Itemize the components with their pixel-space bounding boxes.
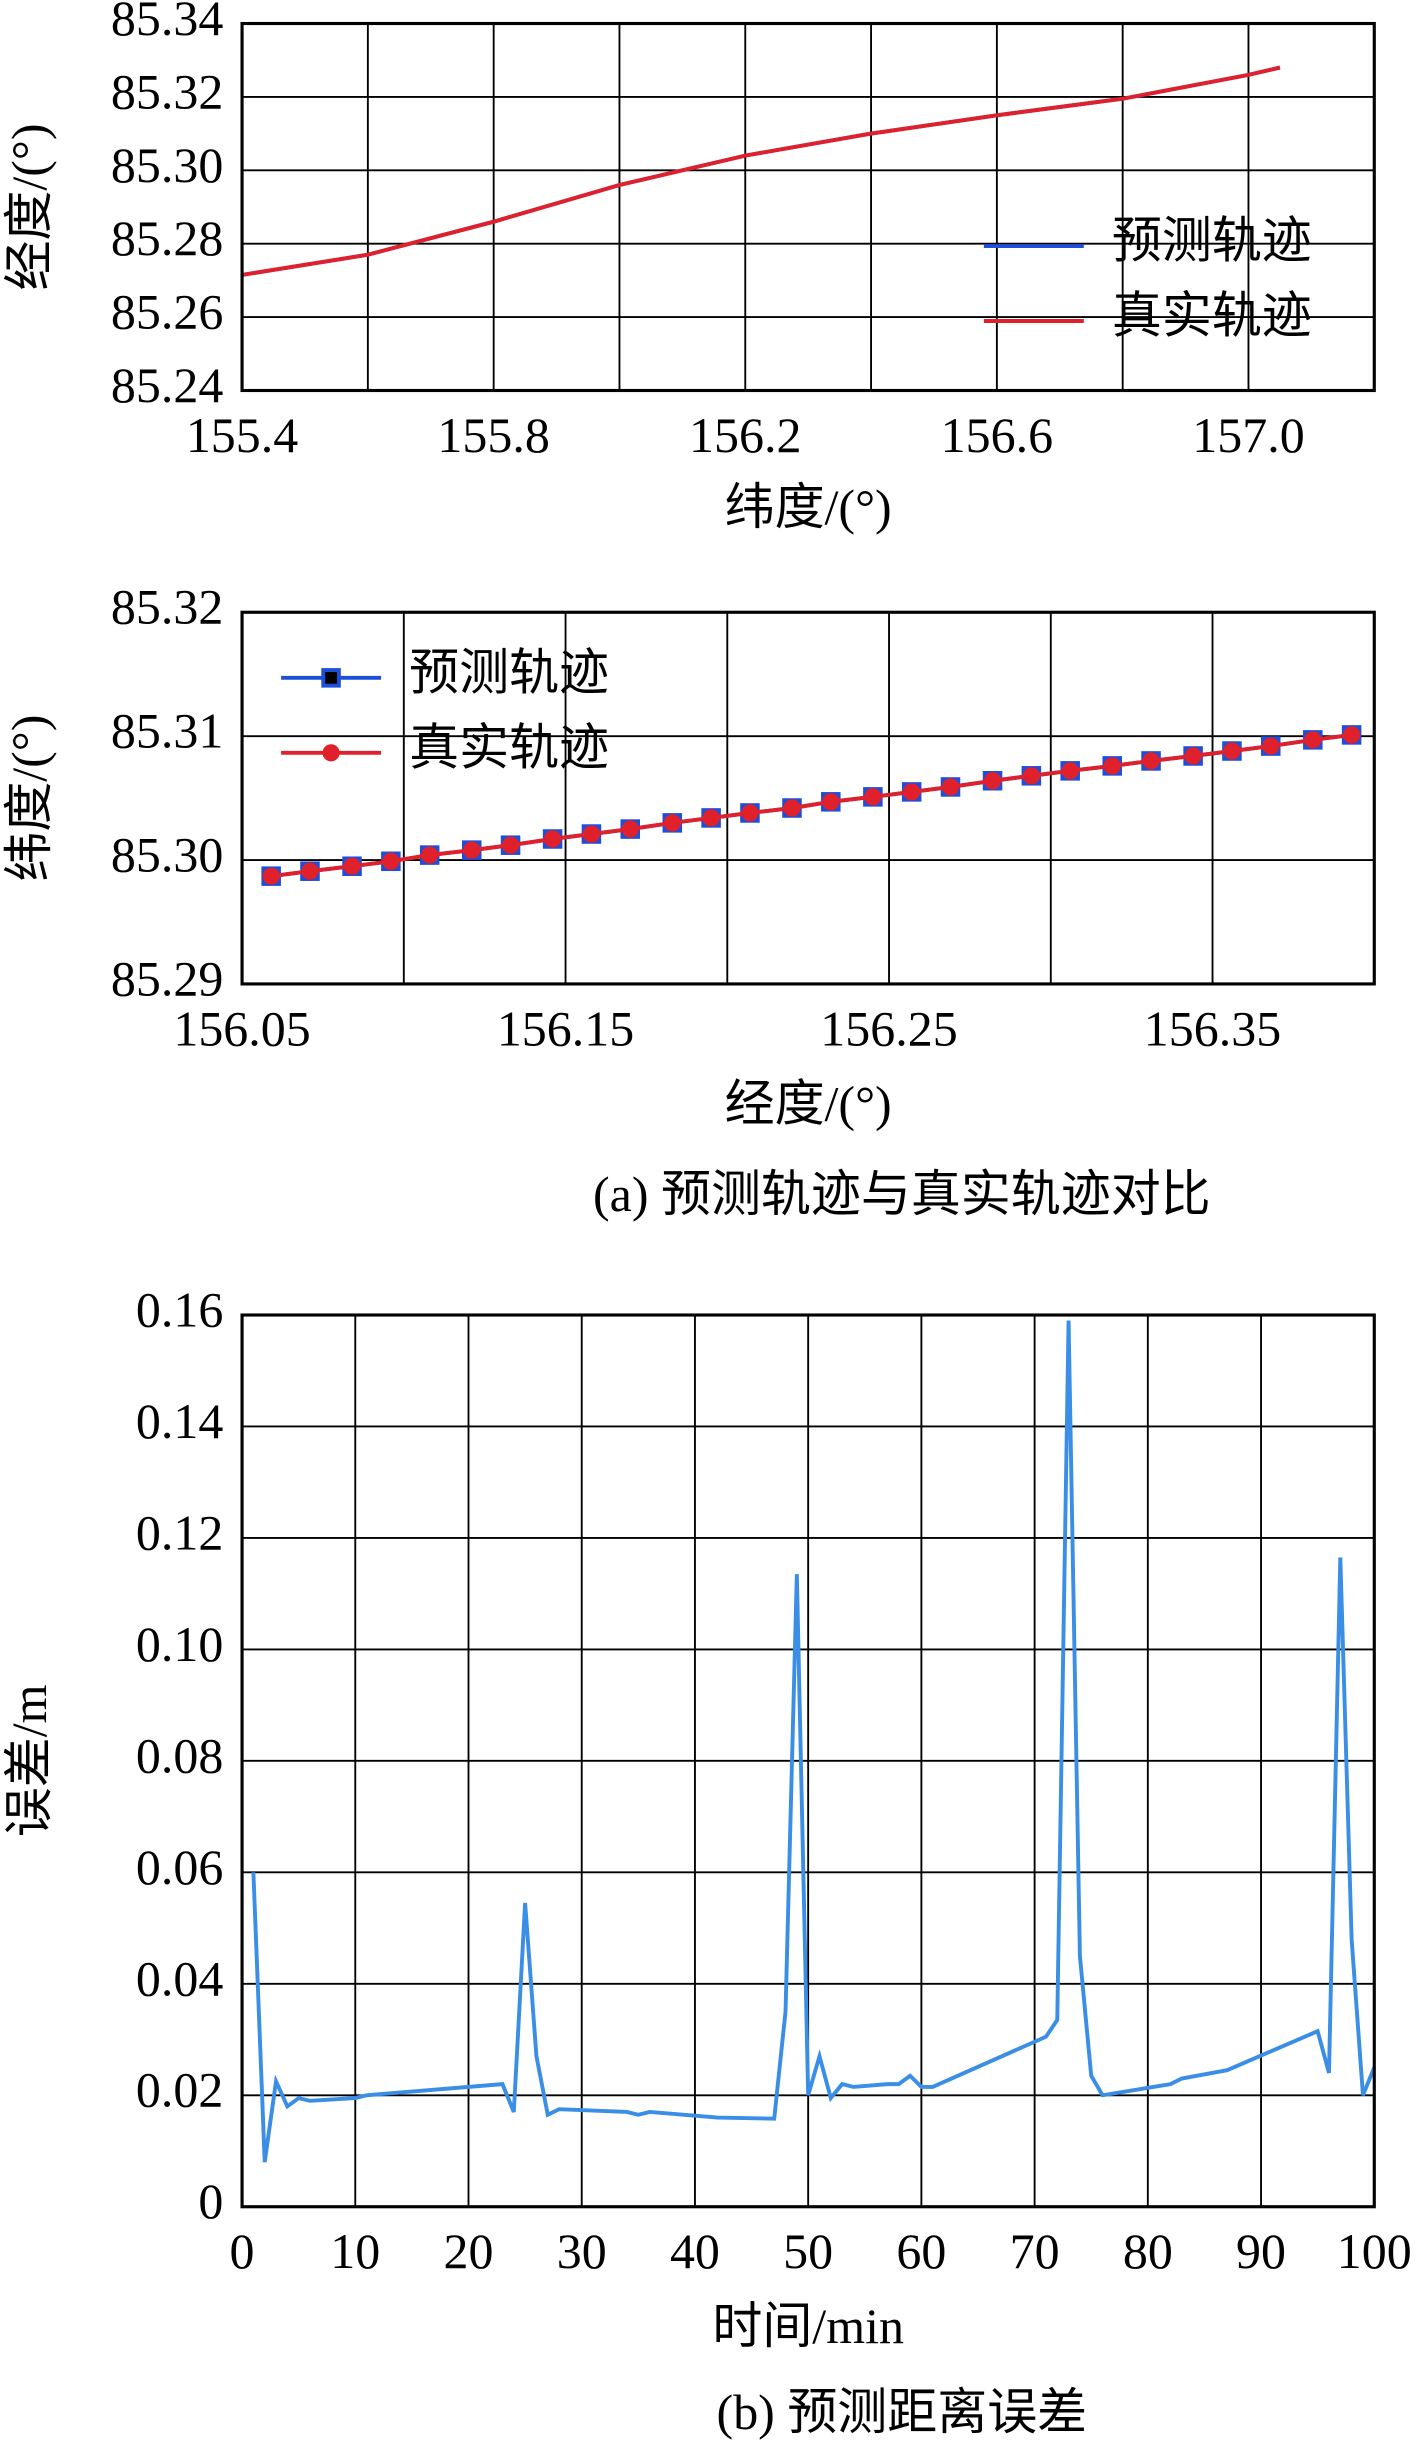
y-tick-label: 85.30 [111, 827, 223, 883]
x-tick-label: 155.4 [186, 407, 298, 463]
marker [1142, 752, 1160, 770]
plot-frame [240, 21, 1376, 393]
x-tick-label: 155.8 [437, 407, 549, 463]
series-line [270, 732, 1352, 879]
marker [343, 857, 361, 875]
marker [501, 836, 520, 854]
y-tick-label: 0.02 [136, 2062, 223, 2118]
x-axis-label: 时间/min [712, 2298, 904, 2354]
x-tick-label: 156.15 [497, 1000, 634, 1056]
x-tick-label: 30 [557, 2223, 607, 2279]
marker [1061, 762, 1079, 780]
plot-frame [240, 610, 1376, 986]
caption: (a) 预测轨迹与真实轨迹对比 [593, 1166, 1211, 1222]
x-tick-label: 60 [896, 2223, 946, 2279]
marker [903, 783, 921, 801]
y-tick-label: 0.06 [136, 1839, 223, 1895]
legend-label: 真实轨迹 [1112, 287, 1312, 343]
y-tick-label: 0.12 [136, 1504, 223, 1560]
marker [582, 825, 601, 843]
marker [941, 778, 960, 796]
y-tick-label: 85.32 [111, 579, 223, 635]
y-axis-label: 误差/m [1, 1684, 57, 1837]
marker [663, 814, 681, 832]
x-tick-label: 40 [670, 2223, 720, 2279]
marker [262, 867, 280, 885]
marker [783, 799, 801, 817]
x-axis-label: 纬度/(°) [725, 479, 892, 535]
marker [983, 772, 1002, 790]
marker [741, 804, 759, 822]
x-tick-label: 156.2 [689, 407, 801, 463]
x-tick-label: 0 [230, 2223, 255, 2279]
x-tick-label: 156.05 [173, 1000, 310, 1056]
y-tick-label: 85.24 [111, 357, 223, 413]
x-tick-label: 70 [1010, 2223, 1060, 2279]
y-tick-label: 85.26 [111, 284, 223, 340]
y-tick-label: 0.16 [136, 1281, 223, 1337]
x-tick-label: 90 [1236, 2223, 1286, 2279]
marker [1103, 757, 1121, 775]
y-tick-label: 0.10 [136, 1616, 223, 1672]
y-tick-label: 85.31 [111, 703, 223, 759]
y-axis-label: 经度/(°) [1, 123, 57, 290]
marker [1022, 767, 1040, 785]
x-tick-label: 100 [1337, 2223, 1412, 2279]
y-tick-label: 85.30 [111, 137, 223, 193]
y-axis-label: 纬度/(°) [1, 715, 57, 882]
x-tick-label: 80 [1123, 2223, 1173, 2279]
marker [822, 793, 840, 811]
y-tick-label: 0.04 [136, 1950, 223, 2006]
y-tick-label: 0.08 [136, 1727, 223, 1783]
marker [544, 830, 562, 848]
plot-frame [240, 1313, 1376, 2209]
x-tick-label: 157.0 [1192, 407, 1304, 463]
marker [1304, 731, 1322, 749]
y-tick-label: 0 [198, 2173, 223, 2229]
x-tick-label: 156.25 [820, 1000, 957, 1056]
y-tick-label: 0.14 [136, 1393, 223, 1449]
marker [1223, 742, 1241, 760]
x-tick-label: 20 [444, 2223, 494, 2279]
y-tick-label: 85.29 [111, 950, 223, 1006]
y-tick-label: 85.28 [111, 210, 223, 266]
marker [1262, 737, 1280, 755]
marker [382, 852, 400, 870]
series-line [241, 65, 1281, 277]
legend-label: 预测轨迹 [409, 644, 609, 700]
marker [421, 846, 439, 864]
marker [702, 809, 720, 827]
marker [621, 820, 639, 838]
caption: (b) 预测距离误差 [717, 2384, 1088, 2440]
legend-marker [322, 744, 340, 762]
series-line [251, 1320, 1377, 2163]
x-tick-label: 156.6 [941, 407, 1053, 463]
legend-label: 真实轨迹 [409, 719, 609, 775]
marker [1184, 747, 1202, 765]
legend-marker [321, 668, 341, 688]
y-tick-label: 85.34 [111, 0, 223, 46]
x-axis-label: 经度/(°) [725, 1075, 892, 1131]
y-tick-label: 85.32 [111, 63, 223, 119]
marker [301, 862, 319, 880]
x-tick-label: 10 [330, 2223, 380, 2279]
legend-label: 预测轨迹 [1112, 213, 1312, 269]
marker [463, 841, 481, 859]
x-tick-label: 50 [783, 2223, 833, 2279]
x-tick-label: 156.35 [1144, 1000, 1281, 1056]
marker [1343, 726, 1361, 744]
marker [864, 788, 882, 806]
